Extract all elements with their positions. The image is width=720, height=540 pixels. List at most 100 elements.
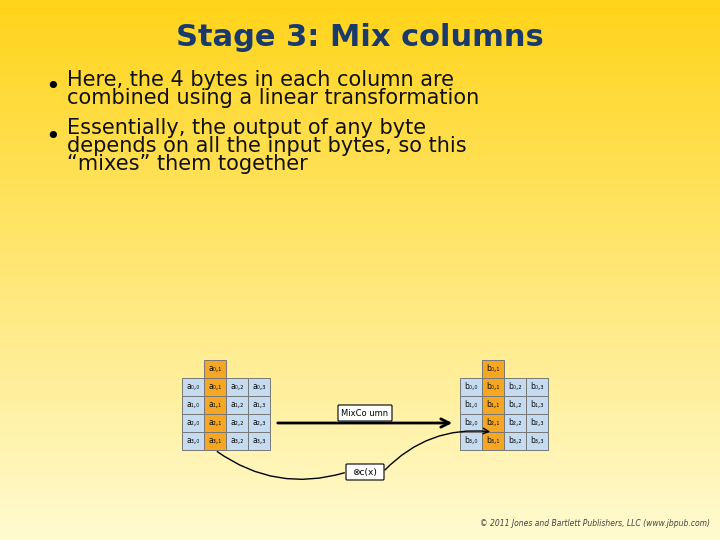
Text: ⊗c(x): ⊗c(x) xyxy=(353,468,377,476)
Bar xyxy=(0,103,720,105)
Text: b₃,₃: b₃,₃ xyxy=(530,436,544,446)
Bar xyxy=(0,427,720,429)
Bar xyxy=(0,22,720,24)
Bar xyxy=(0,362,720,364)
Bar xyxy=(0,397,720,400)
Text: © 2011 Jones and Bartlett Publishers, LLC (www.jbpub.com): © 2011 Jones and Bartlett Publishers, LL… xyxy=(480,519,710,528)
Bar xyxy=(0,248,720,251)
Bar xyxy=(0,97,720,100)
Bar xyxy=(0,529,720,532)
Bar xyxy=(0,238,720,240)
Text: a₁,₀: a₁,₀ xyxy=(186,401,199,409)
Bar xyxy=(0,89,720,92)
Bar xyxy=(0,162,720,165)
Bar xyxy=(504,414,526,432)
Bar xyxy=(0,364,720,367)
Bar xyxy=(0,224,720,227)
Text: “mixes” them together: “mixes” them together xyxy=(67,154,307,174)
Bar xyxy=(204,360,226,378)
Bar xyxy=(504,378,526,396)
Text: b₂,₁: b₂,₁ xyxy=(486,418,500,428)
Bar xyxy=(0,165,720,167)
Bar xyxy=(0,389,720,392)
Bar xyxy=(0,510,720,513)
Bar xyxy=(0,375,720,378)
Bar xyxy=(0,189,720,192)
Bar xyxy=(482,360,504,378)
Bar xyxy=(0,351,720,354)
Bar xyxy=(0,46,720,49)
Bar xyxy=(0,508,720,510)
Bar xyxy=(0,302,720,305)
Text: b₁,₀: b₁,₀ xyxy=(464,401,477,409)
Bar xyxy=(0,394,720,397)
Bar xyxy=(0,373,720,375)
Text: a₂,₀: a₂,₀ xyxy=(186,418,199,428)
Bar xyxy=(0,335,720,338)
Bar xyxy=(0,378,720,381)
Text: b₀,₃: b₀,₃ xyxy=(530,382,544,392)
Bar xyxy=(0,78,720,81)
Text: a₀,₀: a₀,₀ xyxy=(186,382,199,392)
Bar xyxy=(0,354,720,356)
Bar xyxy=(0,167,720,170)
Bar xyxy=(0,130,720,132)
Bar xyxy=(0,518,720,521)
Bar xyxy=(248,414,270,432)
Bar xyxy=(0,478,720,481)
Bar xyxy=(0,537,720,540)
Bar xyxy=(0,443,720,445)
Bar xyxy=(0,446,720,448)
Bar xyxy=(0,124,720,127)
Bar xyxy=(482,378,504,396)
Bar xyxy=(182,432,204,450)
Bar xyxy=(482,396,504,414)
Bar xyxy=(0,119,720,122)
Bar xyxy=(0,140,720,143)
Text: •: • xyxy=(45,125,60,149)
Bar xyxy=(0,356,720,359)
Bar xyxy=(0,219,720,221)
Bar xyxy=(0,470,720,472)
Bar xyxy=(0,502,720,505)
Bar xyxy=(0,122,720,124)
Text: b₀,₂: b₀,₂ xyxy=(508,382,522,392)
Bar xyxy=(0,421,720,424)
Bar xyxy=(0,327,720,329)
Bar xyxy=(0,418,720,421)
Bar xyxy=(0,386,720,389)
Bar xyxy=(182,396,204,414)
Bar xyxy=(0,416,720,418)
Bar xyxy=(0,184,720,186)
Bar xyxy=(0,57,720,59)
Bar xyxy=(0,5,720,8)
Bar xyxy=(0,532,720,535)
Bar xyxy=(0,305,720,308)
Bar xyxy=(0,221,720,224)
Bar xyxy=(0,70,720,73)
Text: a₃,₀: a₃,₀ xyxy=(186,436,199,446)
Bar xyxy=(0,251,720,254)
Bar xyxy=(0,319,720,321)
Bar xyxy=(0,135,720,138)
Bar xyxy=(0,213,720,216)
Bar xyxy=(0,454,720,456)
Bar xyxy=(0,148,720,151)
Bar xyxy=(0,186,720,189)
Bar xyxy=(0,472,720,475)
Bar xyxy=(0,513,720,516)
Bar xyxy=(204,378,226,396)
Bar xyxy=(0,405,720,408)
Bar xyxy=(0,181,720,184)
Bar xyxy=(0,3,720,5)
Bar xyxy=(0,313,720,316)
Text: combined using a linear transformation: combined using a linear transformation xyxy=(67,88,480,108)
Bar xyxy=(0,11,720,14)
Text: b₀,₁: b₀,₁ xyxy=(486,382,500,392)
Bar xyxy=(0,332,720,335)
Bar xyxy=(0,297,720,300)
Bar xyxy=(0,40,720,43)
Text: b₀,₀: b₀,₀ xyxy=(464,382,478,392)
Bar xyxy=(0,259,720,262)
Bar xyxy=(0,108,720,111)
